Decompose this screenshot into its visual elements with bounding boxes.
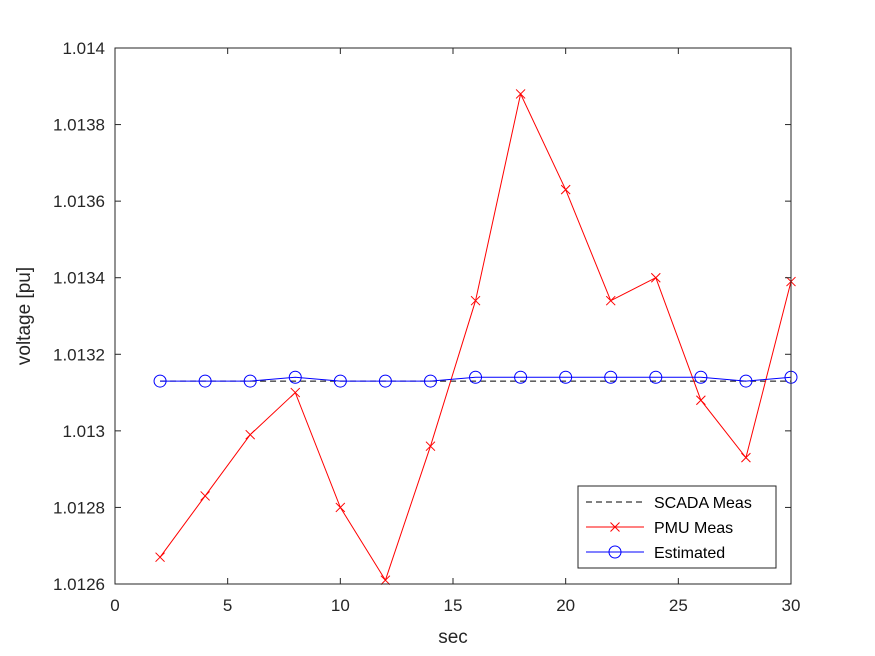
y-axis-label: voltage [pu] — [14, 267, 35, 365]
legend-label: Estimated — [654, 545, 725, 562]
data-point — [425, 441, 436, 452]
data-point — [649, 370, 663, 384]
data-point — [198, 374, 212, 388]
y-tick-label: 1.0132 — [53, 345, 105, 364]
series-layer — [153, 89, 798, 586]
series-pmu-meas — [155, 89, 796, 586]
data-point — [333, 374, 347, 388]
legend-item: SCADA Meas — [586, 495, 752, 512]
y-tick-label: 1.0136 — [53, 192, 105, 211]
data-point — [694, 370, 708, 384]
data-point — [605, 295, 616, 306]
data-point — [739, 374, 753, 388]
y-tick-label: 1.013 — [62, 422, 105, 441]
data-point — [155, 552, 165, 563]
legend: SCADA Meas PMU Meas Estimated — [577, 485, 777, 569]
x-tick-label: 5 — [223, 596, 232, 615]
data-point — [559, 370, 573, 384]
x-tick-label: 20 — [556, 596, 575, 615]
data-point — [380, 575, 391, 586]
x-tick-label: 0 — [110, 596, 119, 615]
data-point — [290, 387, 301, 398]
data-point — [515, 89, 526, 99]
y-tick-label: 1.0138 — [53, 116, 105, 135]
data-point — [245, 429, 256, 440]
data-point — [514, 370, 528, 384]
series-estimated — [153, 370, 798, 388]
y-tick-label: 1.014 — [62, 39, 105, 58]
legend-item: Estimated — [586, 545, 725, 562]
x-tick-label: 15 — [444, 596, 463, 615]
data-point — [243, 374, 257, 388]
data-point — [741, 452, 751, 463]
data-point — [378, 374, 392, 388]
data-point — [650, 272, 661, 283]
legend-label: PMU Meas — [654, 520, 733, 537]
y-tick-label: 1.0134 — [53, 269, 105, 288]
legend-marker — [608, 545, 622, 559]
y-tick-label: 1.0126 — [53, 575, 105, 594]
data-point — [200, 491, 210, 501]
legend-item: PMU Meas — [586, 520, 733, 537]
data-point — [288, 370, 302, 384]
data-point — [560, 184, 571, 195]
data-point — [335, 502, 346, 513]
legend-marker — [610, 522, 620, 532]
legend-label: SCADA Meas — [654, 495, 752, 512]
data-point — [153, 374, 167, 388]
axes-layer: 0 5 10 15 20 25 30 1.0126 1.0128 1.013 1.0132 1.013… — [53, 39, 800, 615]
x-axis-label: sec — [438, 627, 468, 648]
series-line — [160, 376, 792, 382]
x-tick-label: 10 — [331, 596, 350, 615]
x-tick-label: 25 — [669, 596, 688, 615]
data-point — [469, 370, 483, 384]
data-point — [470, 295, 481, 306]
x-tick-label: 30 — [782, 596, 801, 615]
data-point — [696, 395, 706, 406]
data-point — [604, 370, 618, 384]
y-tick-label: 1.0128 — [53, 498, 105, 517]
data-point — [423, 374, 437, 388]
